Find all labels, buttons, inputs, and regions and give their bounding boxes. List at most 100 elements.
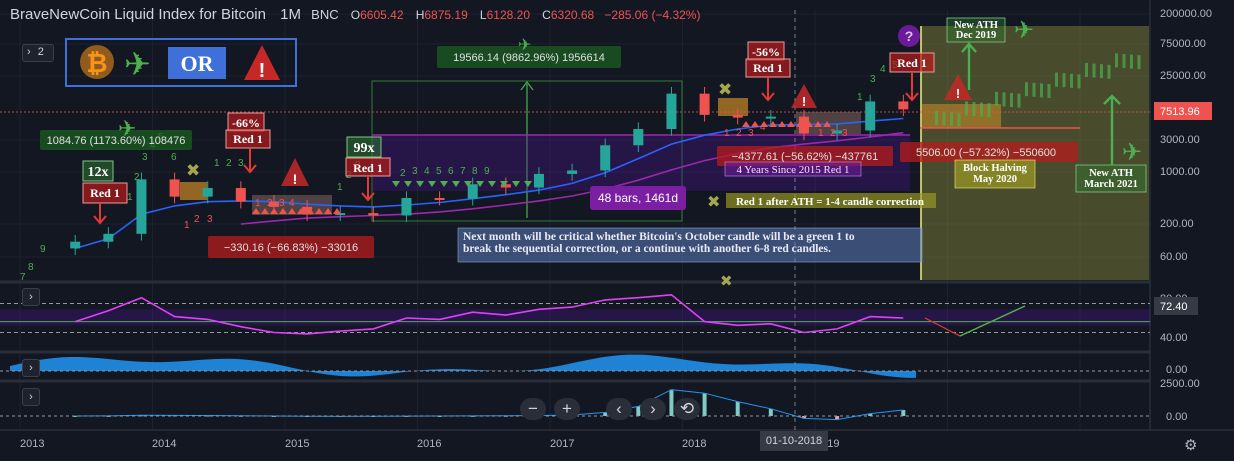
price-axis: 200000.00 75000.00 25000.00 3000.00 1000… — [1160, 8, 1212, 423]
interval[interactable]: 1M — [280, 6, 301, 23]
candlesticks[interactable] — [70, 86, 909, 256]
collapse-studies-button[interactable]: › 2 — [22, 44, 54, 62]
red1-2014-label: Red 1 — [233, 132, 263, 146]
candle-body — [500, 184, 511, 188]
warning-icon-mark: ! — [802, 94, 806, 109]
x-mark-icon: ✖ — [720, 273, 733, 290]
candle-body — [136, 179, 147, 234]
osc-tick: 0.00 — [1166, 364, 1187, 376]
logo: ₿ ✈ OR ! — [65, 38, 297, 87]
gain-2013-label: 1084.76 (1173.60%) 108476 — [47, 135, 186, 147]
chevron-right-icon: › — [29, 291, 33, 303]
pct66-label: -66% — [232, 116, 260, 130]
count-red: 1 — [818, 128, 824, 139]
count-red: 3 — [842, 128, 848, 139]
count-triangle — [279, 208, 287, 214]
count-triangle — [787, 121, 795, 127]
count-triangle — [392, 181, 400, 187]
count-triangle — [428, 181, 436, 187]
candle-body — [699, 93, 710, 115]
count-triangle — [823, 121, 831, 127]
osc-area — [10, 354, 916, 378]
scroll-right-button[interactable]: › — [640, 398, 666, 420]
candle-body — [335, 213, 346, 216]
candle-body — [732, 114, 743, 118]
projection-candle — [987, 103, 991, 118]
projection-candle — [995, 91, 998, 106]
macd-bar — [603, 412, 608, 416]
symbol-name[interactable]: BraveNewCoin Liquid Index for Bitcoin — [10, 6, 266, 23]
candle-body — [865, 101, 876, 131]
count-triangle — [524, 181, 532, 187]
candle-body — [235, 188, 246, 202]
price-tick: 60.00 — [1160, 251, 1188, 263]
count-green: 4 — [880, 64, 886, 75]
projection-candle — [1010, 93, 1013, 107]
scroll-left-button[interactable]: ‹ — [606, 398, 632, 420]
macd-pane-toggle[interactable]: › — [22, 388, 40, 406]
bitcoin-icon-glyph: ₿ — [86, 48, 107, 78]
projection-candle — [1100, 64, 1103, 79]
change-value: −285.06 (−4.32%) — [604, 8, 701, 22]
low-value: 6128.20 — [486, 8, 530, 22]
zone-2018b — [796, 112, 861, 134]
zoom-in-button[interactable]: + — [554, 398, 580, 420]
price-tick: 200000.00 — [1160, 8, 1212, 20]
projection-candle — [1077, 74, 1081, 89]
projection-candle — [1032, 82, 1036, 97]
count-triangle — [324, 208, 332, 214]
candle-body — [600, 145, 611, 171]
airplane-icon: ✈ — [1014, 17, 1034, 44]
red1-2013-label: Red 1 — [90, 186, 120, 200]
count-triangle — [315, 208, 323, 214]
count-triangle — [751, 121, 759, 127]
airplane-icon: ✈ — [1122, 139, 1142, 166]
projection-candle — [1002, 92, 1006, 107]
count-red: 3 — [279, 198, 285, 209]
projection-candle — [1040, 83, 1043, 98]
projection-candle — [942, 111, 946, 126]
x12-bg — [82, 160, 114, 182]
projection-candle — [1055, 72, 1058, 87]
count-triangle — [288, 208, 296, 214]
four-years-label: 4 Years Since 2015 Red 1 — [736, 164, 849, 176]
macd-bar — [768, 408, 773, 416]
price-tick: 200.00 — [1160, 218, 1194, 230]
zoom-out-button[interactable]: − — [520, 398, 546, 420]
count-red: 3 — [207, 214, 213, 225]
rsi-band — [0, 309, 1150, 326]
osc-pane-toggle[interactable]: › — [22, 359, 40, 377]
count-triangle — [306, 208, 314, 214]
open-label: O — [350, 8, 361, 22]
settings-gear-icon[interactable]: ⚙ — [1184, 437, 1198, 454]
rsi-pane-toggle[interactable]: › — [22, 288, 40, 306]
count-triangle — [805, 121, 813, 127]
macd-pane — [0, 389, 1150, 421]
count-triangle — [297, 208, 305, 214]
candle-body — [302, 206, 313, 215]
projection-candle — [957, 112, 961, 127]
count-green: 6 — [448, 166, 454, 177]
warning-icon — [281, 158, 309, 186]
candle-body — [533, 173, 544, 188]
gain-2017-label: 19566.14 (9862.96%) 1956614 — [453, 52, 605, 64]
candle-body — [798, 116, 809, 134]
projection-candle — [1130, 54, 1133, 69]
time-tick: 2017 — [550, 438, 574, 450]
red-arrows — [93, 72, 919, 225]
zone-2014 — [180, 182, 207, 200]
reset-chart-button[interactable]: ⟲ — [674, 398, 700, 420]
projection-candle — [1017, 93, 1021, 108]
scroll-controls: ‹ › ⟲ — [606, 398, 700, 420]
count-green: 9 — [484, 166, 490, 177]
count-red: 2 — [194, 214, 200, 225]
rsi-projection-up — [959, 305, 1026, 337]
drop-2019-bg — [900, 142, 1078, 162]
rsi-tag-bg — [1154, 297, 1198, 315]
rsi-tick: 40.00 — [1160, 332, 1188, 344]
count-triangle — [769, 121, 777, 127]
macd-bar — [835, 416, 840, 420]
halving-bg — [954, 159, 1036, 189]
bitcoin-icon — [80, 45, 114, 79]
macd-bar — [735, 401, 740, 416]
